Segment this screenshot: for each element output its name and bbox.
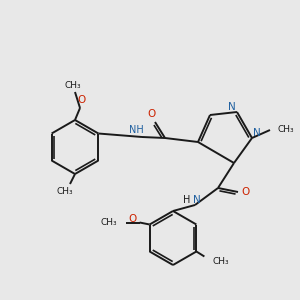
Text: N: N — [193, 195, 201, 205]
Text: O: O — [78, 95, 86, 105]
Text: CH₃: CH₃ — [278, 125, 295, 134]
Text: CH₃: CH₃ — [57, 187, 73, 196]
Text: CH₃: CH₃ — [101, 218, 118, 227]
Text: CH₃: CH₃ — [65, 80, 81, 89]
Text: O: O — [242, 187, 250, 197]
Text: N: N — [228, 102, 236, 112]
Text: H: H — [183, 195, 191, 205]
Text: NH: NH — [129, 125, 143, 135]
Text: O: O — [147, 109, 155, 119]
Text: O: O — [128, 214, 137, 224]
Text: CH₃: CH₃ — [212, 257, 229, 266]
Text: N: N — [253, 128, 261, 138]
